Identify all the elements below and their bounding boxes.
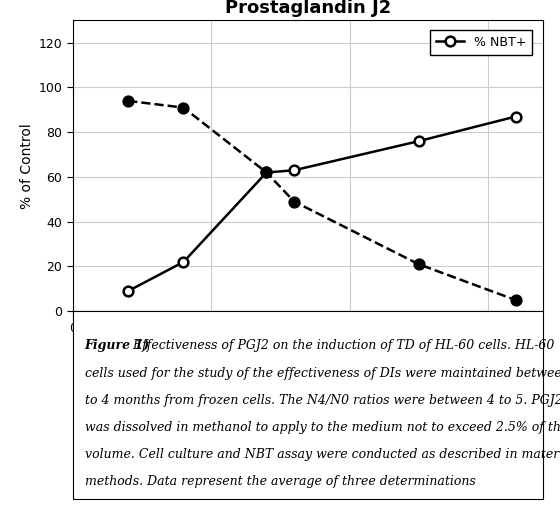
- Text: Figure 1): Figure 1): [85, 340, 150, 352]
- Text: Effectiveness of PGJ2 on the induction of TD of HL-60 cells. HL-60: Effectiveness of PGJ2 on the induction o…: [129, 340, 554, 352]
- Text: was dissolved in methanol to apply to the medium not to exceed 2.5% of the: was dissolved in methanol to apply to th…: [85, 421, 560, 434]
- Title: Prostaglandin J2: Prostaglandin J2: [225, 0, 391, 17]
- FancyBboxPatch shape: [73, 311, 543, 499]
- Text: cells used for the study of the effectiveness of DIs were maintained between 1: cells used for the study of the effectiv…: [85, 366, 560, 380]
- Y-axis label: % of Control: % of Control: [20, 123, 34, 209]
- Text: methods. Data represent the average of three determinations: methods. Data represent the average of t…: [85, 475, 475, 488]
- Legend: % NBT+: % NBT+: [430, 30, 532, 55]
- X-axis label: Prostaglandin J2 (μM): Prostaglandin J2 (μM): [234, 339, 382, 353]
- Text: volume. Cell culture and NBT assay were conducted as described in materials and: volume. Cell culture and NBT assay were …: [85, 448, 560, 461]
- Text: to 4 months from frozen cells. The N4/N0 ratios were between 4 to 5. PGJ2: to 4 months from frozen cells. The N4/N0…: [85, 394, 560, 407]
